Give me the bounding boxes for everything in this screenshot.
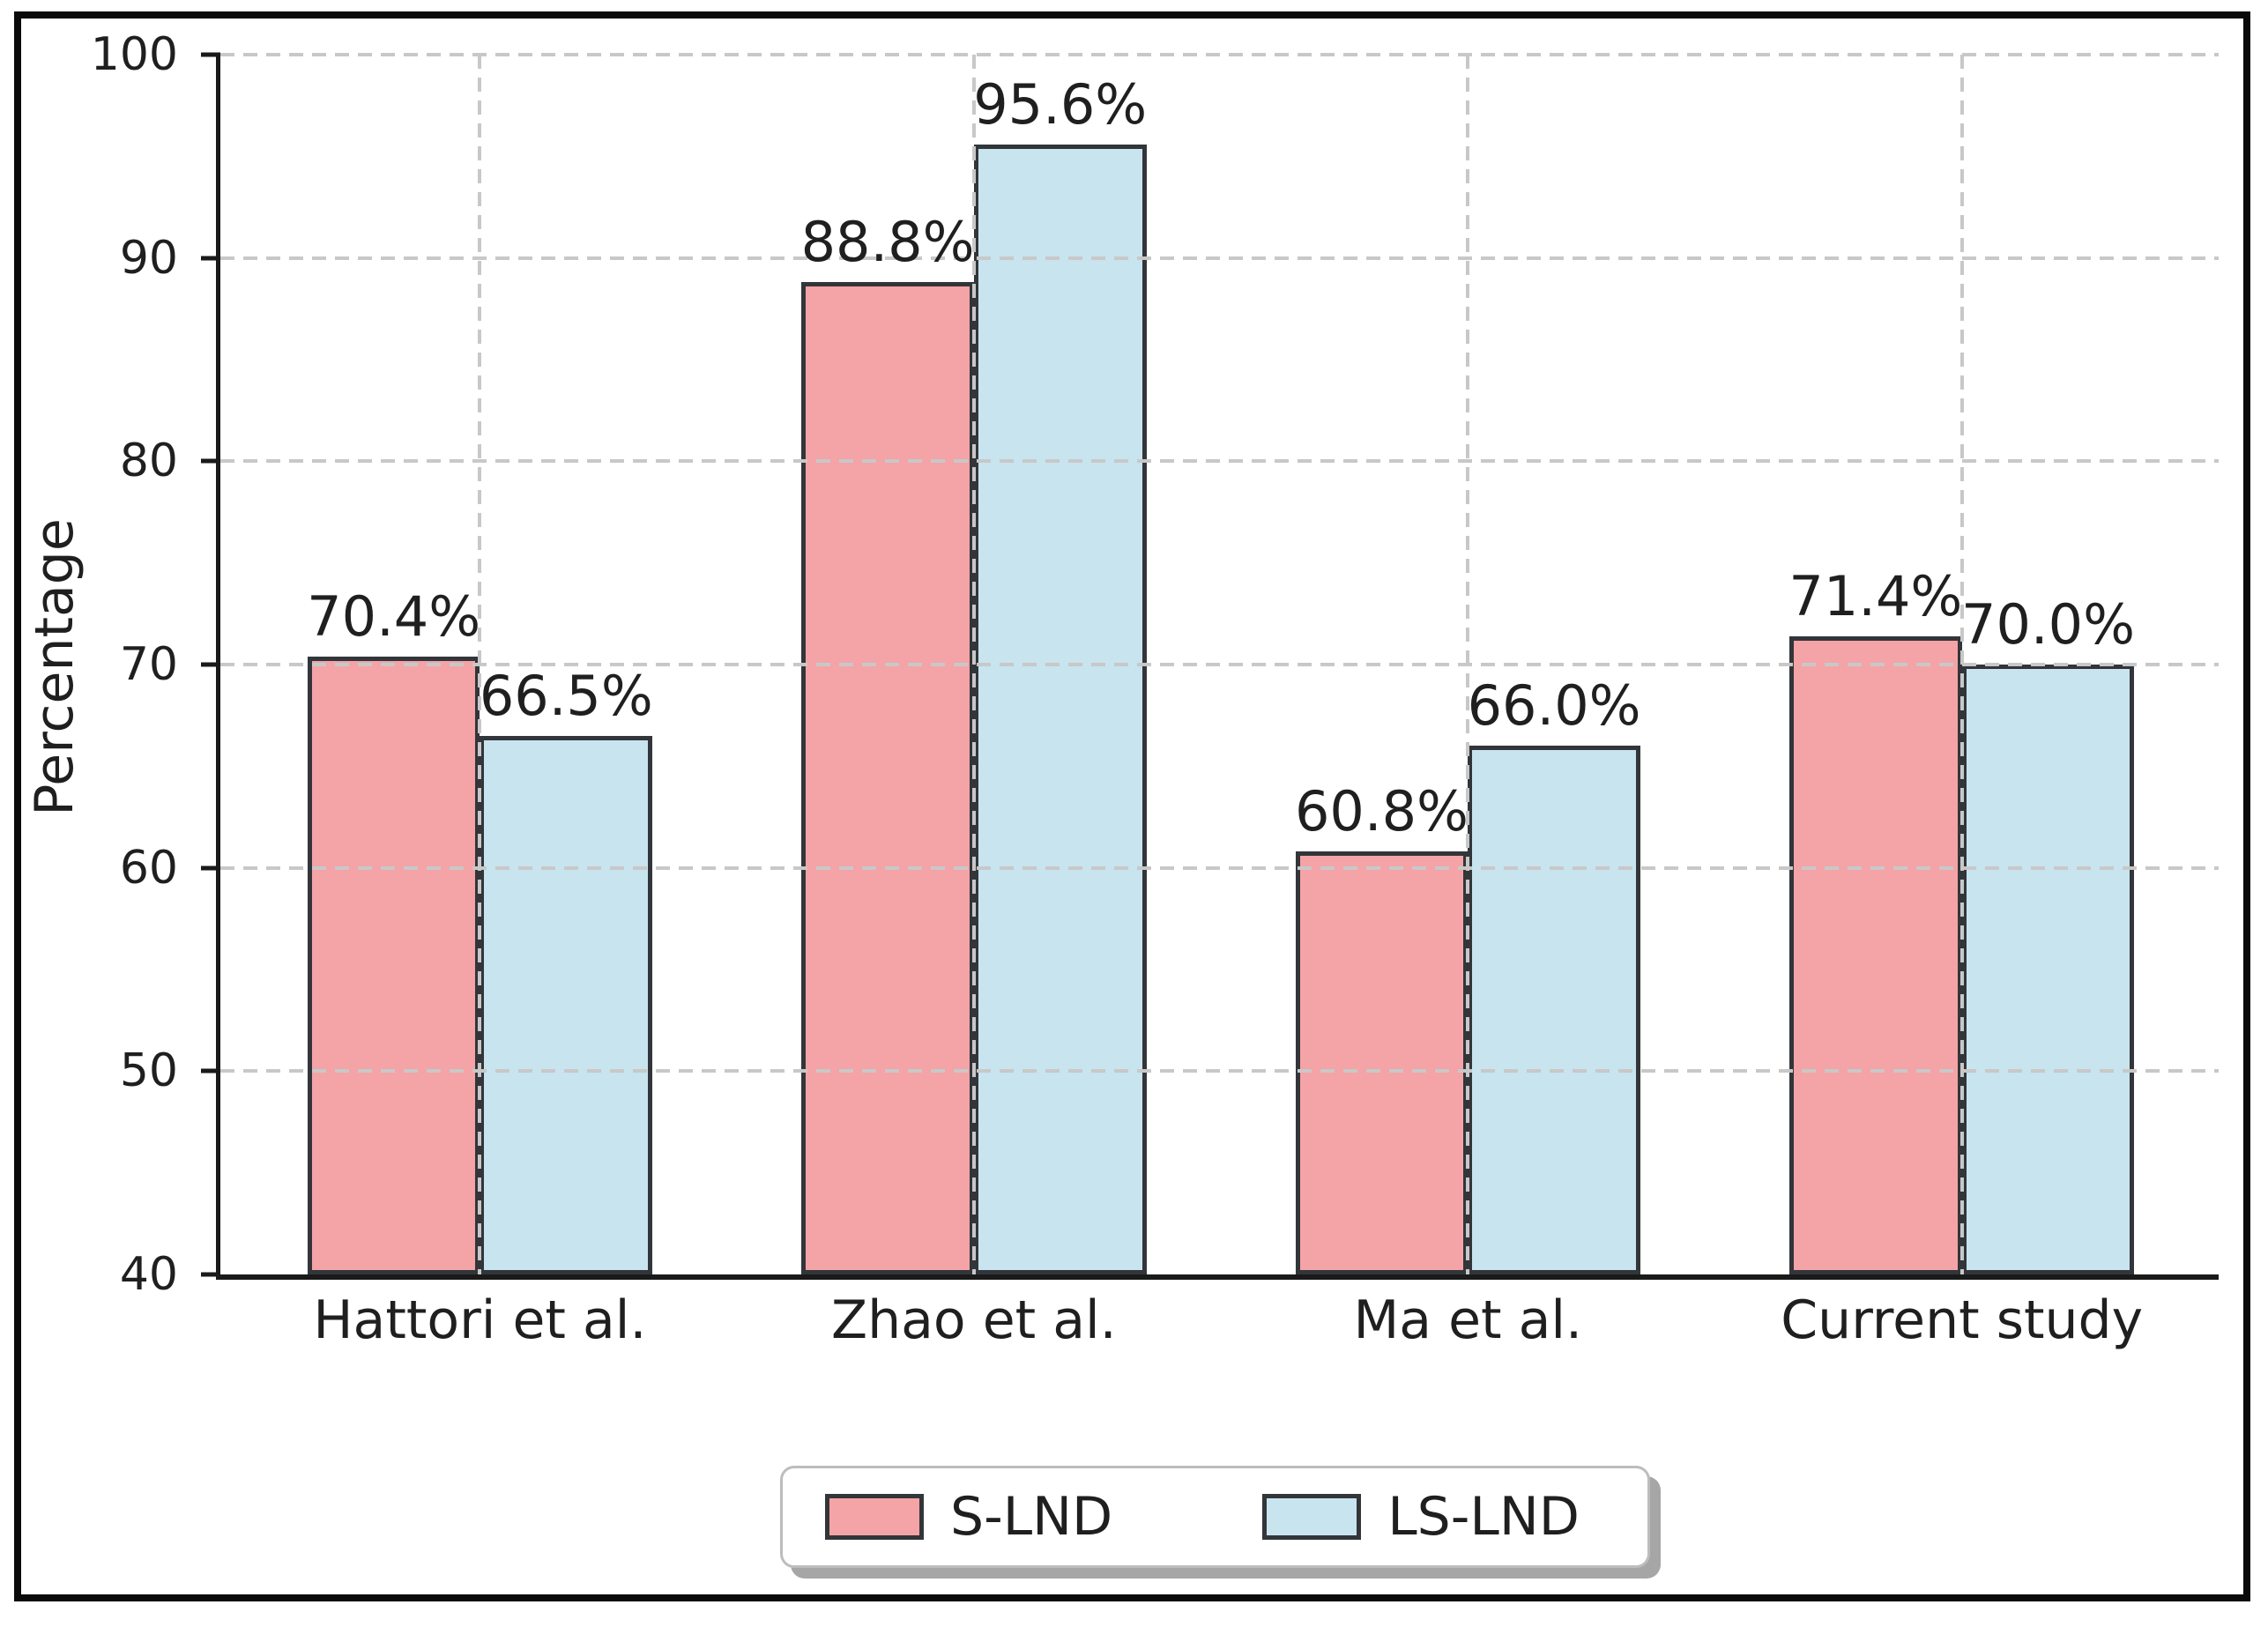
y-tick-mark-70 [201, 662, 220, 667]
bar-ls-lnd-zhao-et-al [973, 144, 1147, 1274]
bar-s-lnd-current-study [1789, 635, 1962, 1274]
bar-ls-lnd-ma-et-al [1468, 746, 1640, 1274]
y-tick-mark-60 [201, 866, 220, 871]
bar-s-lnd-zhao-et-al [801, 282, 974, 1274]
y-tick-label-90: 90 [119, 231, 178, 285]
y-tick-label-100: 100 [90, 28, 178, 81]
y-tick-label-40: 40 [119, 1248, 178, 1301]
x-tick-label-current-study: Current study [1781, 1289, 2144, 1351]
y-tick-label-60: 60 [119, 841, 178, 895]
x-tick-label-hattori-et-al: Hattori et al. [313, 1289, 647, 1351]
legend-swatch-s-lnd [825, 1494, 924, 1540]
bar-s-lnd-ma-et-al [1295, 851, 1469, 1274]
x-tick-label-ma-et-al: Ma et al. [1353, 1289, 1583, 1351]
bar-ls-lnd-hattori-et-al [480, 735, 653, 1274]
y-tick-label-50: 50 [119, 1044, 178, 1098]
bar-s-lnd-hattori-et-al [307, 656, 480, 1274]
bars-layer [220, 55, 2219, 1274]
y-axis-label: Percentage [24, 518, 86, 816]
legend-label-ls-lnd: LS-LND [1387, 1486, 1580, 1548]
y-tick-mark-80 [201, 458, 220, 464]
y-tick-mark-90 [201, 256, 220, 261]
y-tick-label-70: 70 [119, 638, 178, 691]
bar-ls-lnd-current-study [1961, 665, 2135, 1274]
x-tick-label-zhao-et-al: Zhao et al. [831, 1289, 1117, 1351]
y-tick-label-80: 80 [119, 435, 178, 488]
legend-item-ls-lnd: LS-LND [1262, 1490, 1580, 1543]
legend-swatch-ls-lnd [1262, 1494, 1362, 1540]
legend-item-s-lnd: S-LND [825, 1490, 1112, 1543]
y-tick-mark-50 [201, 1068, 220, 1074]
legend-label-s-lnd: S-LND [950, 1486, 1113, 1548]
y-tick-mark-40 [201, 1272, 220, 1277]
legend: S-LND LS-LND [780, 1466, 1650, 1568]
y-tick-mark-100 [201, 52, 220, 57]
plot-area: 70.4% 66.5% 88.8% 95.6% 60.8% 66.0% 71.4% 70.0%… [91, 32, 2219, 1347]
